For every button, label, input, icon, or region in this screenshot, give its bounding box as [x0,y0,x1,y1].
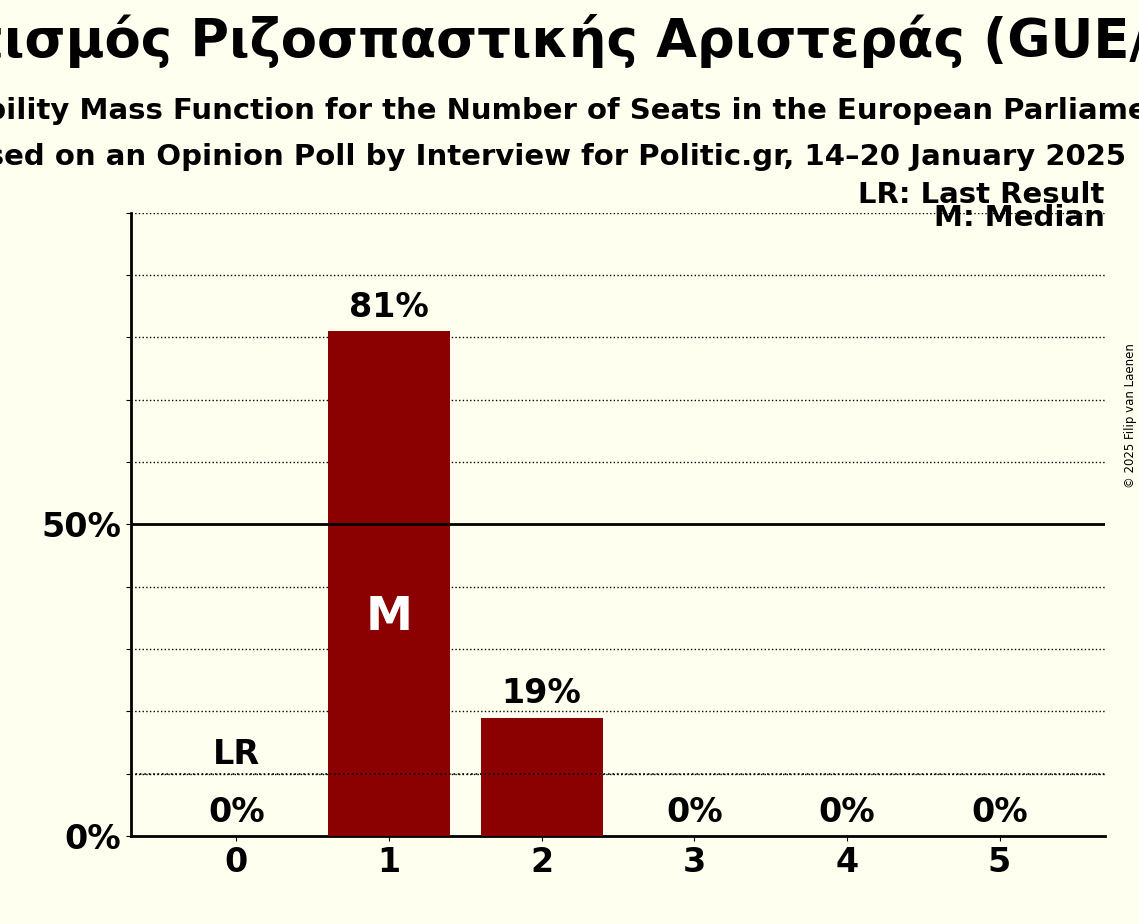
Text: © 2025 Filip van Laenen: © 2025 Filip van Laenen [1124,344,1137,488]
Text: 0%: 0% [208,796,264,829]
Text: 19%: 19% [501,677,582,711]
Text: Probability Mass Function for the Number of Seats in the European Parliament: Probability Mass Function for the Number… [0,97,1139,125]
Text: LR: Last Result: LR: Last Result [859,181,1105,210]
Text: 81%: 81% [349,290,428,323]
Bar [481,718,603,836]
Text: Συνασπισμός Ριζοσπαστικής Αριστεράς (GUE/NGL): Συνασπισμός Ριζοσπαστικής Αριστεράς (GUE… [0,14,1139,67]
Text: Based on an Opinion Poll by Interview for Politic.gr, 14–20 January 2025: Based on an Opinion Poll by Interview fo… [0,143,1125,171]
Text: 0%: 0% [972,796,1027,829]
Bar [328,331,450,836]
Text: LR: LR [213,737,260,771]
Text: M: Median: M: Median [934,204,1105,233]
Text: 0%: 0% [819,796,875,829]
Text: M: M [366,595,412,640]
Text: 0%: 0% [666,796,722,829]
